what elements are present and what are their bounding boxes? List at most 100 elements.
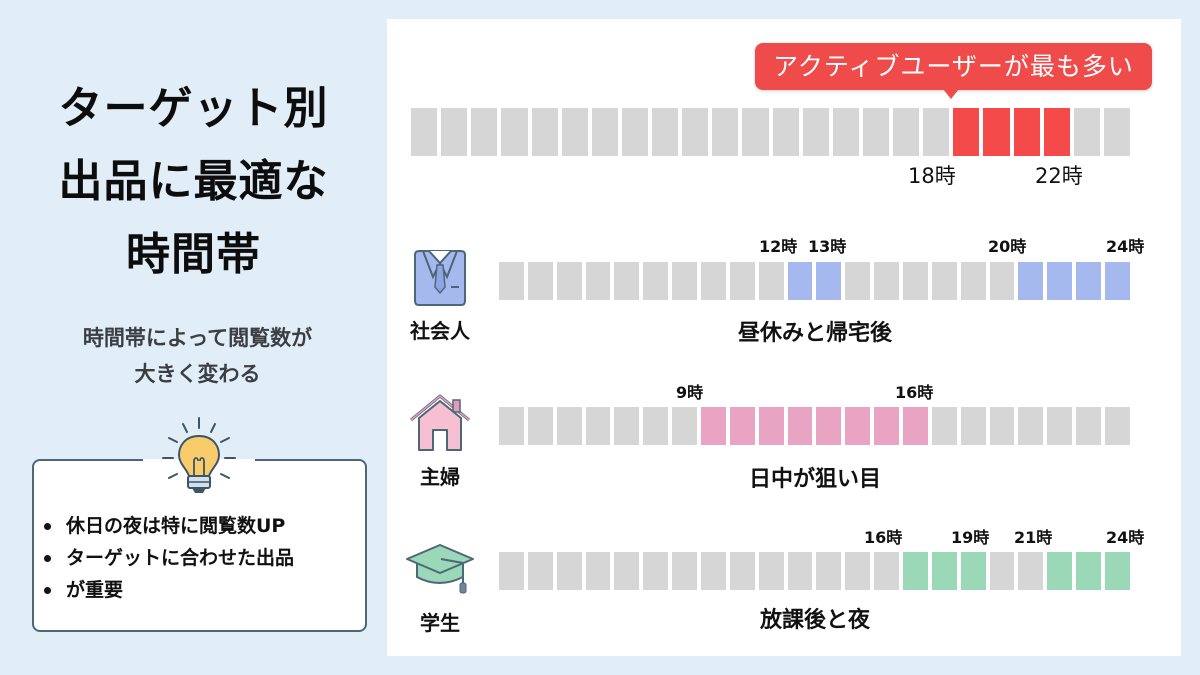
active-hour-cell	[1018, 262, 1044, 300]
hour-cell	[787, 552, 813, 590]
subtitle-line-1: 時間帯によって閲覧数が	[82, 326, 313, 350]
hour-cell	[561, 108, 588, 156]
hour-cell	[682, 108, 709, 156]
tip-item: ターゲットに合わせた出品	[42, 542, 362, 574]
lightbulb-icon	[143, 412, 255, 502]
hour-cell	[758, 262, 784, 300]
active-hour-cell	[953, 108, 980, 156]
title-line-3: 時間帯	[126, 229, 261, 280]
hour-cell	[556, 552, 582, 590]
active-hour-cell	[1013, 108, 1040, 156]
hour-label: 16時	[895, 383, 934, 402]
active-hour-cell	[903, 407, 928, 445]
hour-cell	[874, 552, 900, 590]
active-hour-cell	[903, 552, 928, 590]
active-hour-cell	[816, 262, 842, 300]
hour-label: 16時	[864, 528, 903, 547]
hour-cell	[643, 407, 669, 445]
businessperson-suit-icon	[414, 250, 466, 306]
hour-cell	[441, 108, 468, 156]
hour-cell	[672, 407, 698, 445]
hour-cell	[527, 407, 553, 445]
page-title: ターゲット別 出品に最適な 時間帯	[0, 72, 387, 291]
subtitle: 時間帯によって閲覧数が 大きく変わる	[0, 320, 395, 392]
hour-cell	[989, 407, 1015, 445]
hour-cell	[893, 108, 920, 156]
hour-cell	[701, 552, 726, 590]
active-hour-cell	[874, 407, 900, 445]
tip-list: 休日の夜は特に閲覧数UP ターゲットに合わせた出品 が重要	[42, 510, 362, 606]
active-hour-cell	[787, 262, 813, 300]
left-column: ターゲット別 出品に最適な 時間帯 時間帯によって閲覧数が 大きく変わる	[0, 0, 387, 675]
hour-cell	[672, 552, 698, 590]
hour-cell	[591, 108, 618, 156]
hour-label: 13時	[808, 237, 847, 256]
active-hour-cell	[729, 407, 755, 445]
hour-cell	[652, 108, 679, 156]
hour-cell	[527, 262, 553, 300]
active-hour-cell	[1076, 552, 1102, 590]
hour-cell	[989, 552, 1015, 590]
time-chart-panel: アクティブユーザーが最も多い 18時 22時 社会人 12時 13時 20時 2…	[387, 19, 1181, 656]
overall-time-bar	[411, 108, 1130, 156]
office-worker-time-bar	[499, 262, 1130, 300]
active-hour-cell	[983, 108, 1010, 156]
hour-cell	[411, 108, 438, 156]
active-hour-cell	[931, 552, 957, 590]
segment-caption: 昼休みと帰宅後	[737, 321, 892, 346]
hour-label: 24時	[1106, 237, 1145, 256]
active-hour-cell	[787, 407, 813, 445]
active-hour-cell	[1105, 552, 1130, 590]
hour-cell	[960, 407, 986, 445]
hour-cell	[1073, 108, 1100, 156]
active-hour-cell	[1047, 262, 1073, 300]
hour-label-22: 22時	[1035, 164, 1083, 188]
hour-cell	[923, 108, 950, 156]
hour-cell	[471, 108, 498, 156]
hour-cell	[621, 108, 648, 156]
active-hour-cell	[816, 407, 842, 445]
hour-label: 9時	[676, 383, 704, 402]
hour-cell	[614, 407, 640, 445]
hour-cell	[845, 262, 871, 300]
hour-cell	[672, 262, 698, 300]
tip-continuation-text: が重要	[66, 579, 124, 601]
hour-label: 12時	[759, 237, 798, 256]
tip-item: 休日の夜は特に閲覧数UP	[42, 510, 362, 542]
hour-cell	[862, 108, 889, 156]
hour-cell	[989, 262, 1015, 300]
hour-cell	[802, 108, 829, 156]
hour-cell	[614, 552, 640, 590]
active-hour-cell	[1105, 262, 1130, 300]
hour-cell	[1018, 407, 1044, 445]
segment-caption: 放課後と夜	[759, 608, 870, 633]
hour-cell	[1103, 108, 1130, 156]
hour-label: 21時	[1014, 528, 1053, 547]
hour-label: 20時	[988, 237, 1027, 256]
hour-cell	[772, 108, 799, 156]
active-hour-cell	[1047, 552, 1073, 590]
hour-cell	[1105, 407, 1130, 445]
hour-cell	[499, 262, 524, 300]
hour-cell	[845, 552, 871, 590]
hour-cell	[499, 407, 524, 445]
peak-callout: アクティブユーザーが最も多い	[755, 43, 1152, 99]
hour-cell	[1076, 407, 1102, 445]
hour-label: 24時	[1106, 528, 1145, 547]
segment-caption: 日中が狙い目	[748, 467, 881, 492]
hour-cell	[960, 262, 986, 300]
hour-cell	[556, 262, 582, 300]
title-line-1: ターゲット別	[58, 83, 329, 134]
hour-cell	[501, 108, 528, 156]
hour-cell	[556, 407, 582, 445]
hour-cell	[585, 552, 611, 590]
hour-cell	[712, 108, 739, 156]
hour-cell	[729, 552, 755, 590]
hour-cell	[614, 262, 640, 300]
active-hour-cell	[1076, 262, 1102, 300]
title-line-2: 出品に最適な	[58, 156, 329, 207]
hour-cell	[527, 552, 553, 590]
segment-label-student: 学生	[420, 611, 460, 635]
hour-cell	[832, 108, 859, 156]
hour-cell	[816, 552, 842, 590]
